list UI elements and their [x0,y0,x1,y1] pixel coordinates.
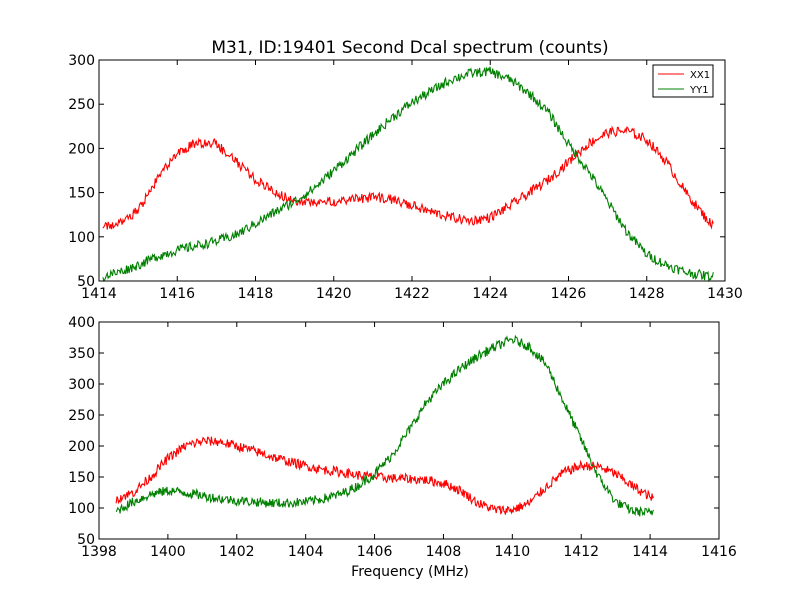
y-tick-label: 100 [68,230,95,246]
series-line-xx1 [115,436,655,515]
x-tick-label: 1402 [219,544,255,560]
legend-box [652,64,714,98]
x-tick-label: 1410 [495,544,531,560]
x-tick-label: 1426 [551,286,587,302]
legend-label-xx1: XX1 [690,70,710,81]
x-tick-label: 1424 [472,286,508,302]
y-tick-label: 200 [68,439,95,455]
series-layer [102,66,714,283]
x-tick-label: 1404 [288,544,324,560]
x-tick-label: 1398 [81,544,117,560]
series-layer [115,334,655,517]
legend-label-yy1: YY1 [689,85,709,96]
ticks-layer: 1398 1400 1402 1404 1406 1408 1410 1412 1414 1416… [68,315,737,560]
x-tick-label: 1420 [316,286,352,302]
y-tick-label: 300 [68,53,95,69]
x-tick-label: 1414 [632,544,668,560]
y-tick-label: 150 [68,186,95,202]
y-tick-label: 150 [68,470,95,486]
x-tick-label: 1416 [701,544,737,560]
y-tick-label: 250 [68,97,95,113]
top-chart: M31, ID:19401 Second Dcal spectrum (coun… [68,38,743,302]
series-line-yy1 [115,334,655,517]
x-tick-label: 1428 [629,286,665,302]
bottom-chart: 1398 1400 1402 1404 1406 1408 1410 1412 1414 1416… [68,315,737,580]
series-line-yy1 [102,66,714,283]
y-tick-label: 250 [68,408,95,424]
x-tick-label: 1430 [707,286,743,302]
x-axis-label: Frequency (MHz) [351,564,469,580]
x-tick-label: 1412 [563,544,599,560]
x-tick-label: 1414 [81,286,117,302]
x-tick-label: 1400 [150,544,186,560]
plot-frame [98,321,720,540]
x-tick-label: 1406 [357,544,393,560]
y-tick-label: 100 [68,501,95,517]
x-tick-label: 1408 [426,544,462,560]
x-tick-label: 1418 [238,286,274,302]
y-tick-label: 300 [68,377,95,393]
x-tick-label: 1416 [159,286,195,302]
y-tick-label: 50 [77,532,95,548]
ticks-layer: 1414 1416 1418 1420 1422 1424 1426 1428 1430 50 10… [68,53,743,302]
series-line-xx1 [102,125,714,230]
legend: XX1 YY1 [652,64,714,98]
y-tick-label: 400 [68,315,95,331]
y-tick-label: 200 [68,141,95,157]
y-tick-label: 50 [77,274,95,290]
x-tick-label: 1422 [394,286,430,302]
y-tick-label: 350 [68,346,95,362]
chart-title: M31, ID:19401 Second Dcal spectrum (coun… [211,38,608,58]
